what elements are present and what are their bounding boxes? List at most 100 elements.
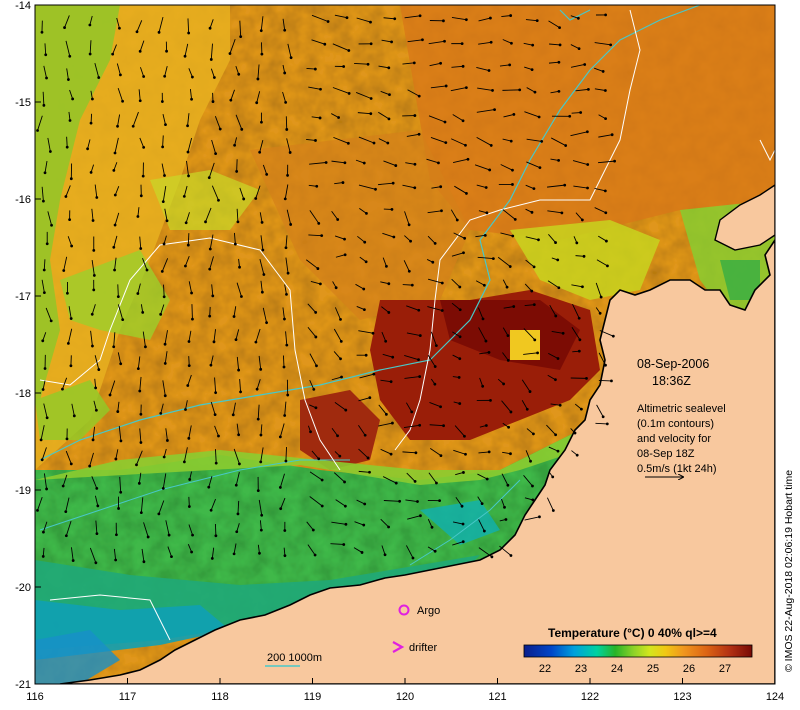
velocity-arrow-head xyxy=(285,292,288,296)
velocity-arrow-head xyxy=(88,464,92,468)
velocity-arrow xyxy=(43,403,48,418)
velocity-arrow-head xyxy=(490,555,494,559)
velocity-arrow xyxy=(427,210,442,214)
velocity-arrow-head xyxy=(463,236,467,240)
velocity-arrow xyxy=(183,185,188,197)
velocity-arrow xyxy=(499,64,510,67)
velocity-arrow-head xyxy=(92,249,96,252)
velocity-arrow xyxy=(335,499,346,507)
velocity-arrow-head xyxy=(41,388,45,391)
velocity-arrow-head xyxy=(606,264,609,268)
velocity-arrow-head xyxy=(265,321,268,325)
velocity-arrow xyxy=(94,184,98,198)
velocity-arrow xyxy=(455,496,463,507)
velocity-arrow xyxy=(307,303,316,313)
velocity-arrow xyxy=(185,255,190,267)
velocity-arrow-head xyxy=(530,68,534,72)
velocity-arrow-head xyxy=(159,312,163,316)
velocity-arrow xyxy=(230,89,235,101)
velocity-arrow-head xyxy=(214,534,218,538)
velocity-arrow-head xyxy=(146,535,150,539)
velocity-arrow xyxy=(188,281,193,294)
velocity-arrow xyxy=(65,450,72,465)
velocity-arrow-head xyxy=(578,338,582,342)
velocity-arrow xyxy=(282,307,285,320)
velocity-arrow-head xyxy=(387,282,391,286)
velocity-arrow xyxy=(137,207,140,217)
velocity-arrow-head xyxy=(551,509,555,512)
velocity-arrow xyxy=(307,544,316,556)
velocity-arrow xyxy=(526,138,542,142)
velocity-arrow-head xyxy=(532,187,536,191)
velocity-arrow-head xyxy=(214,461,218,465)
velocity-arrow-head xyxy=(113,151,117,155)
velocity-arrow-head xyxy=(389,452,393,456)
velocity-arrow-head xyxy=(141,310,145,314)
velocity-arrow-head xyxy=(165,219,169,223)
velocity-arrow xyxy=(239,379,242,392)
velocity-arrow xyxy=(284,284,287,295)
velocity-arrow xyxy=(71,403,75,416)
velocity-arrow xyxy=(235,65,240,75)
velocity-arrow xyxy=(211,284,214,296)
velocity-arrow xyxy=(68,306,72,319)
velocity-arrow-head xyxy=(283,554,287,558)
velocity-arrow xyxy=(477,307,484,320)
velocity-arrow xyxy=(116,63,121,75)
velocity-arrow-head xyxy=(464,143,467,147)
velocity-arrow-head xyxy=(511,234,515,238)
velocity-arrow-head xyxy=(254,340,258,344)
velocity-arrow-head xyxy=(443,120,447,124)
velocity-arrow-head xyxy=(362,161,366,165)
velocity-arrow xyxy=(92,426,95,440)
velocity-arrow xyxy=(523,352,538,355)
velocity-arrow-head xyxy=(163,74,167,78)
velocity-arrow xyxy=(450,87,467,92)
velocity-arrow-head xyxy=(437,161,440,165)
velocity-arrow xyxy=(427,278,443,284)
velocity-arrow xyxy=(453,449,466,455)
velocity-arrow-head xyxy=(509,14,513,17)
colorbar xyxy=(523,644,753,658)
velocity-arrow-head xyxy=(112,168,116,172)
velocity-arrow xyxy=(551,331,564,334)
velocity-arrow xyxy=(142,257,148,271)
velocity-arrow xyxy=(501,498,505,508)
velocity-arrow xyxy=(256,91,261,103)
velocity-arrow-head xyxy=(191,533,194,537)
velocity-arrow xyxy=(94,62,100,78)
velocity-arrow xyxy=(139,376,142,392)
velocity-arrow-head xyxy=(259,29,263,33)
velocity-arrow xyxy=(476,136,492,146)
velocity-arrow xyxy=(233,232,236,245)
velocity-arrow xyxy=(549,304,557,317)
velocity-arrow-head xyxy=(417,308,421,312)
velocity-arrow-head xyxy=(208,314,212,318)
velocity-arrow-head xyxy=(119,362,123,366)
velocity-arrow-head xyxy=(238,462,241,466)
velocity-arrow xyxy=(167,546,172,557)
velocity-arrow-head xyxy=(187,436,191,440)
velocity-arrow-head xyxy=(42,199,45,203)
velocity-arrow xyxy=(594,67,604,72)
velocity-arrow-head xyxy=(320,504,324,508)
velocity-arrow xyxy=(141,548,145,562)
velocity-arrow xyxy=(259,212,263,223)
velocity-arrow-head xyxy=(390,40,393,44)
velocity-arrow-head xyxy=(259,367,263,371)
velocity-arrow-head xyxy=(159,411,163,415)
velocity-arrow xyxy=(570,44,580,50)
velocity-arrow xyxy=(187,544,193,553)
velocity-arrow xyxy=(114,186,120,196)
velocity-arrow-head xyxy=(557,60,561,64)
velocity-arrow xyxy=(208,476,213,488)
velocity-arrow xyxy=(333,328,342,342)
velocity-arrow-head xyxy=(42,268,46,272)
velocity-arrow-head xyxy=(407,269,411,273)
velocity-arrow-head xyxy=(506,358,510,362)
velocity-arrow xyxy=(428,40,445,45)
velocity-arrow xyxy=(309,379,315,390)
velocity-arrow-head xyxy=(391,181,395,185)
velocity-arrow-head xyxy=(319,87,322,91)
